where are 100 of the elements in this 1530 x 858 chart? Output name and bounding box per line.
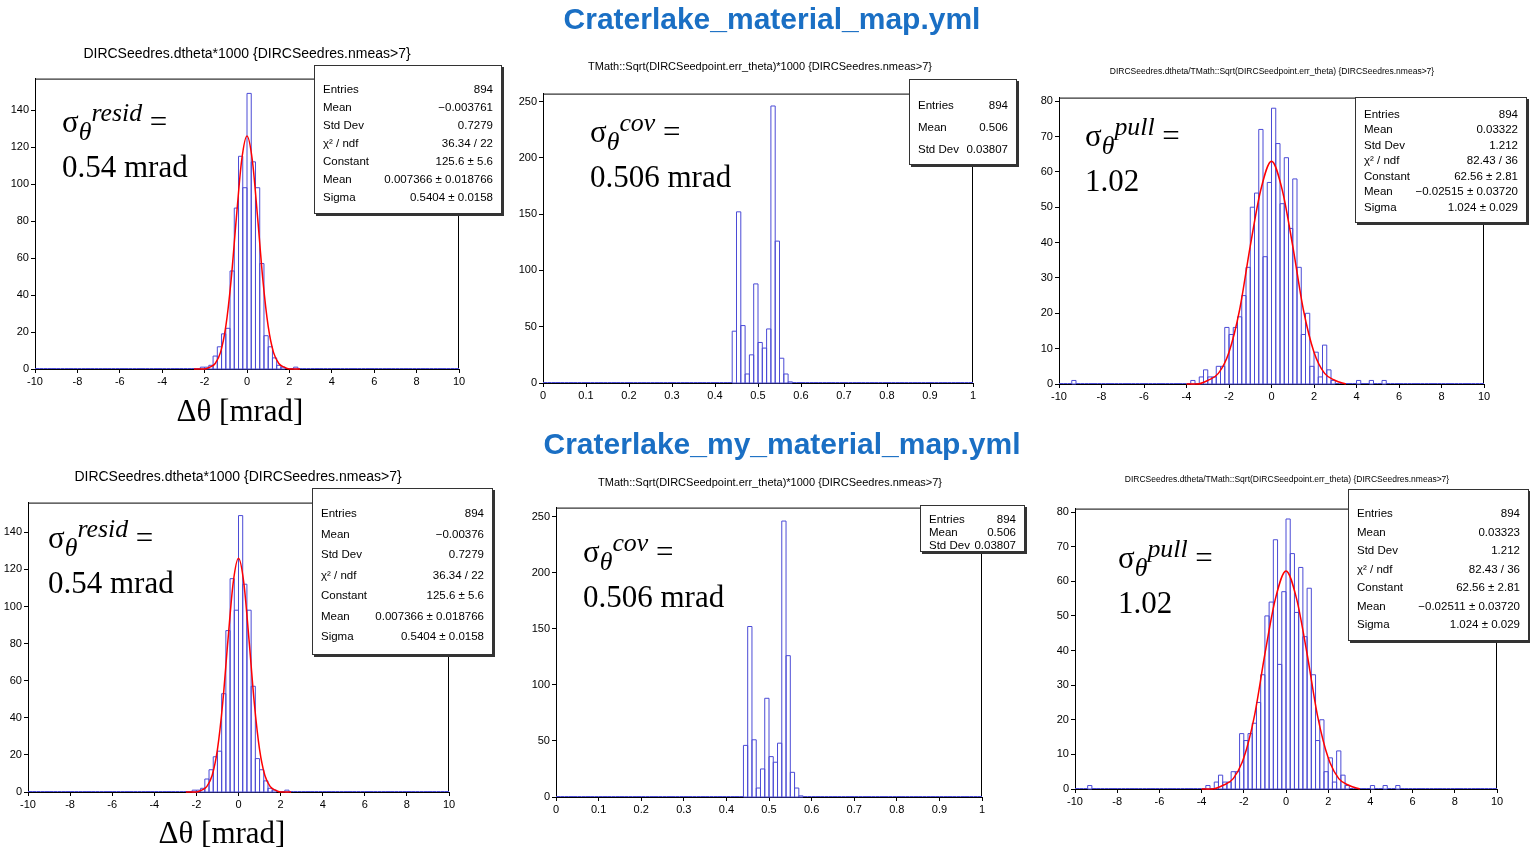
annotation: σ$_{θ}$$^{resid}$ = 0.54 mrad [48,514,175,601]
y-tick-label: 50 [1040,200,1053,213]
x-tick-label: -10 [1051,389,1067,402]
annotation: 125.6 ± 5.6 [425,588,484,604]
annotation: Sigma [1364,199,1398,215]
x-tick-label: 6 [1395,389,1403,402]
annotation: Mean [321,608,351,624]
x-tick-label: -10 [27,374,43,387]
x-tick-label: -6 [1139,389,1149,402]
x-tick-label: 4 [319,797,326,810]
y-tick-label: 0 [1062,782,1069,795]
y-tick-label: 50 [537,733,550,746]
x-tick-label: 0.9 [922,388,938,401]
x-tick-label: 0 [243,374,251,387]
x-tick-label: -8 [1096,389,1107,402]
y-tick-label: 40 [1040,235,1053,248]
x-tick-label: -6 [114,374,125,387]
x-tick-label: 4 [1353,389,1360,402]
y-tick-label: 80 [1040,94,1053,107]
line-series [193,135,301,370]
x-tick-label: 8 [1438,389,1445,402]
annotation: Constant [1364,168,1412,184]
x-tick-label: 0 [235,797,242,810]
x-tick-label: 0.5 [750,388,766,401]
y-tick-label: 100 [3,599,22,612]
x-tick-label: 2 [277,797,284,810]
x-tick-label: -6 [107,797,118,810]
y-tick-label: 20 [16,325,29,338]
chart-title: DIRCSeedres.dtheta/TMath::Sqrt(DIRCSeedpoint.err_theta) {DIRCSeedres.nmeas>7} [1124,474,1450,484]
y-tick-label: 20 [9,747,22,760]
annotation: χ² / ndf [323,136,360,151]
x-tick-label: 10 [1490,794,1504,807]
x-tick-label: 6 [371,374,378,387]
y-tick-label: 40 [16,288,29,301]
annotation: Constant [321,588,369,604]
x-axis-title: Δθ [mrad] [176,393,304,429]
annotation: σ$_{θ}$$^{cov}$ = 0.506 mrad [583,528,726,615]
y-tick-label: 140 [3,525,22,538]
annotation: σ$_{θ}$$^{pull}$ = 1.02 [1085,112,1181,199]
text: 1.212 [1489,138,1518,151]
y-tick-label: 10 [1056,747,1069,760]
annotation: Entries [1357,506,1394,522]
x-tick-label: 0.7 [846,802,862,815]
annotation: 125.6 ± 5.6 [434,154,493,169]
annotation: 82.43 / 36 [1467,561,1520,577]
x-tick-label: 0 [552,802,560,815]
x-tick-label: 0.5 [761,802,777,815]
annotation: Sigma [323,190,357,205]
annotation: Sigma [321,629,355,645]
y-tick-label: 250 [531,509,550,522]
y-tick-label: 0 [15,785,22,798]
x-tick-label: 0.8 [879,388,895,401]
x-tick-label: -2 [199,374,210,387]
annotation: 0.7279 [456,118,493,133]
x-tick-label: -10 [20,797,36,810]
y-tick-label: 20 [1040,306,1053,319]
x-tick-label: -4 [1196,794,1207,807]
x-tick-label: -8 [65,797,75,810]
x-tick-label: 2 [1310,389,1318,402]
y-tick-label: 150 [531,621,550,634]
x-tick-label: 2 [1325,794,1332,807]
annotation: 0.5404 ± 0.0158 [399,629,484,645]
x-tick-label: 10 [1477,389,1491,402]
x-tick-label: 8 [413,374,420,387]
annotation: Std Dev [929,538,971,551]
annotation: Std Dev [321,547,363,563]
annotation: 0.03807 [973,538,1016,551]
x-tick-label: -2 [191,797,202,810]
annotation: Entries [918,98,955,113]
chart-title: DIRCSeedres.dtheta*1000 {DIRCSeedres.nmeas>7} [74,468,402,484]
y-tick-label: 80 [9,636,22,649]
text: 894 [1500,507,1520,520]
annotation: χ² / ndf [1364,153,1401,168]
x-tick-label: 0.4 [707,388,723,401]
x-tick-label: 0.7 [836,388,852,401]
y-tick-label: 120 [10,140,29,153]
x-tick-label: 0.2 [633,802,649,815]
x-tick-label: 2 [286,374,293,387]
x-tick-label: 10 [452,374,466,387]
text: Craterlake_my_material_map.yml [543,427,1021,461]
annotation: Constant [1357,580,1405,596]
annotation: Entries [323,82,360,97]
x-tick-label: 0.1 [578,388,594,401]
x-tick-label: 0.3 [664,388,680,401]
annotation: 1.212 [1490,543,1520,559]
x-tick-label: 6 [1409,794,1416,807]
annotation: 0.007366 ± 0.018766 [374,608,484,624]
annotation: −0.00376 [434,526,484,542]
annotation: Std Dev [1364,137,1406,153]
x-tick-label: -8 [72,374,83,387]
x-tick-label: 0.2 [621,388,637,401]
x-tick-label: -2 [1224,389,1234,402]
x-tick-label: 6 [361,797,368,810]
chart-title: TMath::Sqrt(DIRCSeedpoint.err_theta)*1000 {DIRCSeedres.nmeas>7} [588,60,932,72]
x-tick-label: 0.9 [931,802,948,815]
annotation: 0.007366 ± 0.018766 [383,172,493,187]
y-tick-label: 30 [1056,678,1069,691]
annotation: 1.024 ± 0.029 [1446,199,1518,215]
y-tick-label: 10 [1040,341,1053,354]
chart-title: TMath::Sqrt(DIRCSeedpoint.err_theta)*1000 {DIRCSeedres.nmeas>7} [598,476,942,488]
